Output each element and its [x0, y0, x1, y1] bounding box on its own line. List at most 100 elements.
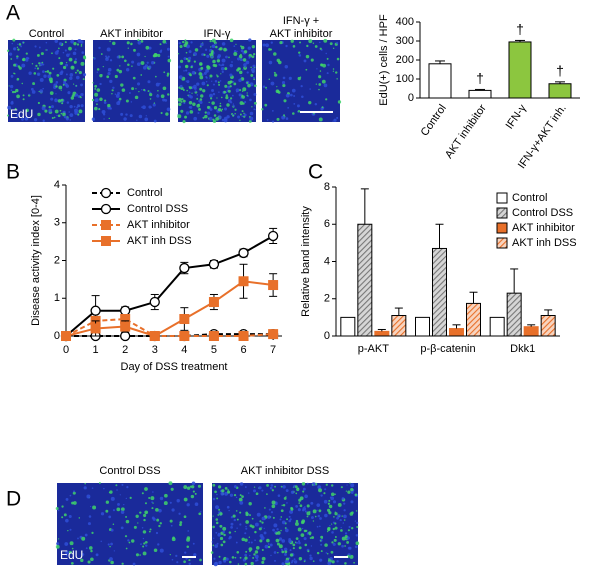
cell-nucleus [254, 108, 256, 111]
cell-nucleus [185, 42, 188, 45]
cell-nucleus [218, 91, 220, 93]
cell-nucleus [227, 89, 231, 93]
cell-nucleus [6, 49, 10, 52]
cell-nucleus [41, 106, 46, 111]
cell-nucleus [265, 43, 269, 48]
cell-nucleus [306, 44, 309, 48]
cell-nucleus [17, 43, 19, 45]
cell-nucleus [261, 108, 264, 111]
cell-nucleus [66, 101, 70, 104]
cell-nucleus [106, 47, 111, 52]
cell-nucleus [167, 58, 172, 63]
cell-nucleus [142, 530, 147, 534]
cell-nucleus [135, 88, 137, 90]
cell-nucleus [191, 485, 195, 489]
cell-nucleus [125, 497, 128, 500]
cell-nucleus [186, 486, 191, 490]
cell-nucleus [105, 500, 110, 504]
cell-nucleus [152, 502, 154, 504]
cell-nucleus [62, 83, 65, 86]
cell-nucleus [33, 72, 37, 75]
cell-nucleus [288, 539, 292, 544]
cell-nucleus [180, 109, 184, 113]
cell-nucleus [200, 511, 202, 513]
cell-nucleus [348, 525, 351, 529]
cell-nucleus [7, 105, 11, 110]
legend-swatch [496, 207, 508, 219]
cell-nucleus [336, 560, 339, 563]
cell-nucleus [229, 38, 234, 43]
cell-nucleus [162, 98, 166, 102]
marker [179, 314, 190, 325]
cell-nucleus [194, 502, 199, 506]
cell-nucleus [104, 99, 107, 102]
cell-nucleus [179, 44, 183, 49]
cell-nucleus [316, 509, 318, 511]
cell-nucleus [223, 118, 228, 123]
cell-nucleus [210, 46, 212, 48]
marker [101, 220, 111, 230]
x-tick-label: 0 [63, 344, 69, 356]
cell-nucleus [320, 535, 324, 539]
bar [391, 315, 407, 337]
cell-nucleus [270, 511, 274, 514]
cell-nucleus [145, 512, 147, 514]
cell-nucleus [328, 511, 332, 515]
cell-nucleus [258, 486, 262, 490]
cell-nucleus [343, 514, 347, 519]
cell-nucleus [309, 556, 313, 561]
cell-nucleus [54, 109, 59, 114]
cell-nucleus [267, 543, 270, 545]
cell-nucleus [233, 518, 236, 522]
cell-nucleus [208, 116, 213, 121]
cell-nucleus [10, 89, 13, 92]
cell-nucleus [91, 487, 94, 489]
cell-nucleus [69, 73, 74, 77]
cell-nucleus [213, 557, 216, 560]
y-axis-label: EdU(+) cells / HPF [378, 14, 390, 106]
cell-nucleus [183, 43, 187, 48]
cell-nucleus [110, 560, 114, 565]
cell-nucleus [332, 68, 335, 70]
x-tick-label: 6 [240, 344, 246, 356]
cell-nucleus [318, 488, 323, 493]
cell-nucleus [201, 81, 206, 86]
cell-nucleus [193, 553, 197, 557]
y-tick-label: 400 [396, 16, 414, 28]
cell-nucleus [39, 65, 41, 67]
cell-nucleus [128, 541, 131, 544]
cell-nucleus [272, 528, 275, 532]
cell-nucleus [131, 87, 135, 91]
bar [540, 315, 556, 337]
cell-nucleus [248, 547, 253, 552]
cell-nucleus [180, 100, 183, 103]
cell-nucleus [217, 533, 221, 537]
cell-nucleus [54, 50, 59, 55]
cell-nucleus [100, 512, 105, 516]
cell-nucleus [96, 553, 98, 556]
cell-nucleus [68, 111, 70, 113]
marker [90, 323, 101, 334]
cell-nucleus [190, 41, 193, 44]
cell-nucleus [21, 118, 24, 121]
cell-nucleus [235, 510, 238, 512]
cell-nucleus [124, 59, 127, 63]
cell-nucleus [331, 541, 334, 544]
cell-nucleus [267, 515, 271, 519]
cell-nucleus [261, 556, 266, 561]
cell-nucleus [13, 63, 17, 67]
cell-nucleus [334, 536, 337, 538]
cell-nucleus [100, 540, 102, 543]
cell-nucleus [238, 93, 242, 97]
cell-nucleus [80, 61, 85, 66]
cell-nucleus [254, 554, 259, 559]
cell-nucleus [316, 551, 320, 555]
cell-nucleus [293, 103, 296, 105]
cell-nucleus [123, 117, 127, 121]
cell-nucleus [203, 71, 207, 75]
cell-nucleus [295, 505, 299, 508]
cell-nucleus [140, 543, 142, 546]
cell-nucleus [289, 518, 292, 521]
cell-nucleus [188, 562, 191, 566]
cell-nucleus [177, 97, 182, 102]
